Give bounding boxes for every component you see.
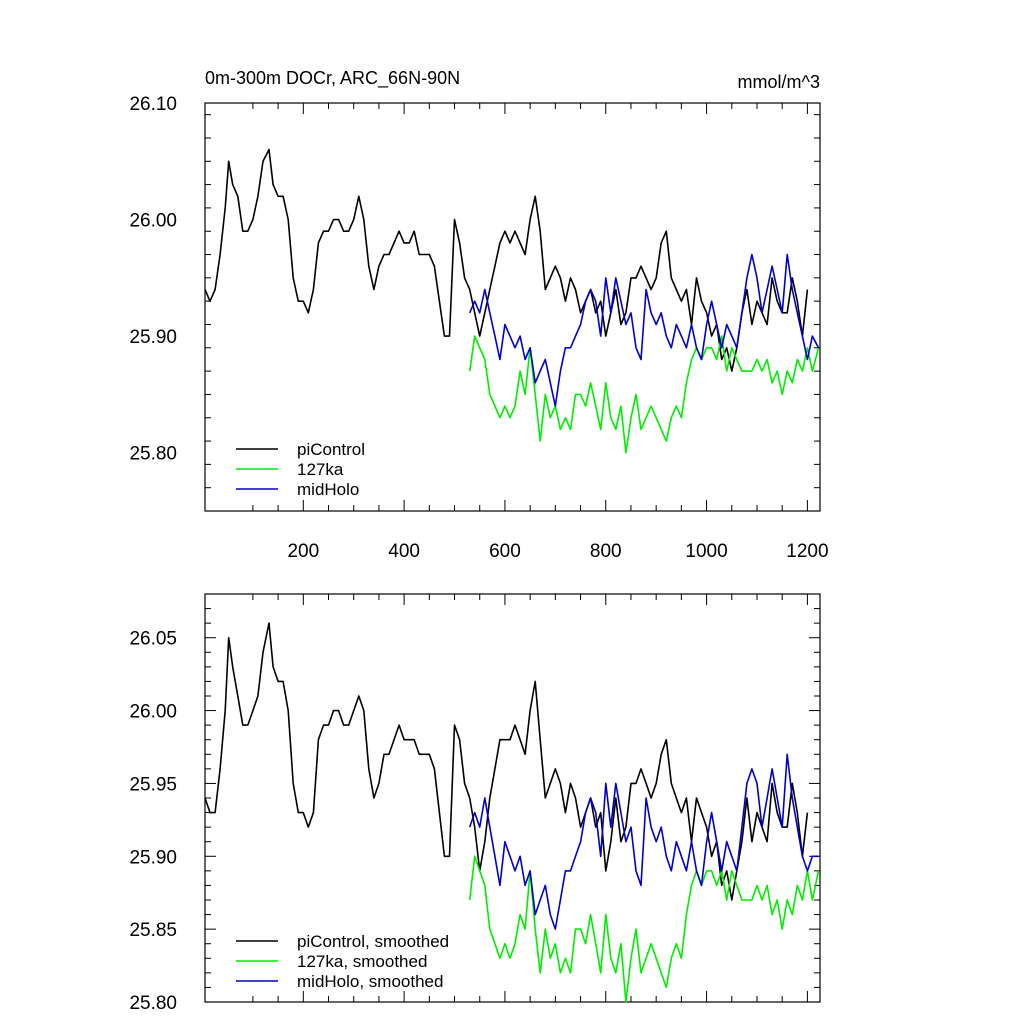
x-tick-label: 400 (388, 541, 420, 562)
axis-ticks: 200 400 600 800 1000 1200 25.80 25.90 26.00 26.10 (129, 94, 828, 562)
y-tick-label: 25.95 (129, 774, 177, 795)
series-line-127ka (468, 855, 820, 1003)
x-tick-label: 1000 (685, 541, 727, 562)
top-panel: 0m-300m DOCr, ARC_66N-90N mmol/m^3 200 40… (129, 68, 828, 562)
plot-frame (204, 102, 821, 512)
axis-ticks: 25.80 25.85 25.90 25.95 26.00 26.05 (129, 593, 820, 1014)
series-line-midHolo (468, 753, 819, 930)
series-lines (204, 622, 820, 1003)
y-tick-label: 26.00 (129, 702, 177, 723)
legend-label: 127ka, smoothed (297, 952, 427, 971)
x-tick-label: 200 (287, 541, 319, 562)
bottom-panel: 25.80 25.85 25.90 25.95 26.00 26.05 piControl… (129, 593, 821, 1014)
legend-label: piControl (297, 440, 365, 459)
series-line-midHolo (468, 253, 820, 407)
y-tick-label: 25.80 (129, 444, 177, 465)
y-tick-label: 25.80 (129, 993, 177, 1014)
y-tick-label: 25.85 (129, 920, 177, 941)
y-tick-label: 26.00 (129, 211, 177, 232)
y-tick-label: 26.05 (129, 629, 177, 650)
chart-title: 0m-300m DOCr, ARC_66N-90N (205, 68, 460, 89)
x-tick-label: 1200 (786, 541, 828, 562)
legend-label: 127ka (297, 460, 344, 479)
y-tick-label: 25.90 (129, 327, 177, 348)
legend-label: piControl, smoothed (297, 932, 449, 951)
x-tick-label: 800 (590, 541, 622, 562)
y-tick-label: 25.90 (129, 847, 177, 868)
series-line-127ka (468, 335, 820, 454)
legend-label: midHolo (297, 480, 359, 499)
series-line-piControl (204, 622, 809, 901)
series-line-piControl (204, 148, 809, 372)
y-tick-label: 26.10 (129, 94, 177, 115)
legend-label: midHolo, smoothed (297, 972, 443, 991)
series-lines (204, 148, 820, 454)
x-tick-label: 600 (489, 541, 521, 562)
units-label: mmol/m^3 (738, 72, 820, 92)
